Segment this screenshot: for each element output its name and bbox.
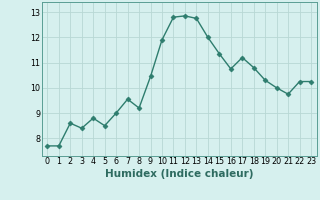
X-axis label: Humidex (Indice chaleur): Humidex (Indice chaleur) xyxy=(105,169,253,179)
